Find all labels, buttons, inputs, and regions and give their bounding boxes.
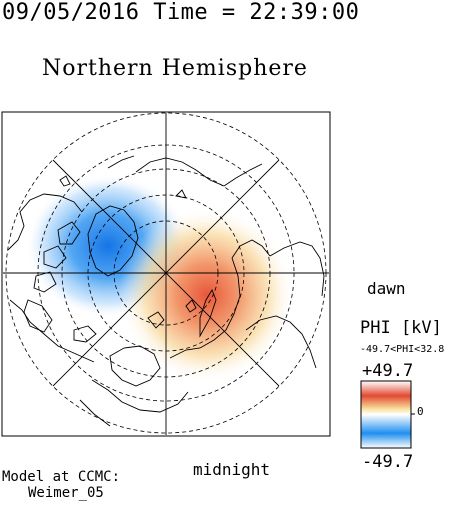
- colorbar-range: -49.7<PHI<32.8: [360, 344, 445, 355]
- positive-potential-cell: [119, 207, 295, 383]
- colorbar-title: PHI [kV]: [360, 318, 442, 338]
- dawn-label: dawn: [367, 279, 406, 298]
- timestamp: 09/05/2016 Time = 22:39:00: [2, 0, 360, 25]
- colorbar-max-label: +49.7: [362, 361, 414, 381]
- colorbar-zero-label: 0: [417, 405, 424, 418]
- continent-outlines: [7, 155, 325, 427]
- colorbar-min-label: -49.7: [362, 452, 414, 472]
- model-source-line1: Model at CCMC:: [2, 469, 121, 485]
- hemisphere-title: Northern Hemisphere: [42, 56, 308, 81]
- midnight-label: midnight: [193, 460, 271, 479]
- meridian-grid: [3, 113, 329, 435]
- colorbar: [360, 380, 412, 449]
- model-source-line2: Weimer_05: [28, 485, 104, 501]
